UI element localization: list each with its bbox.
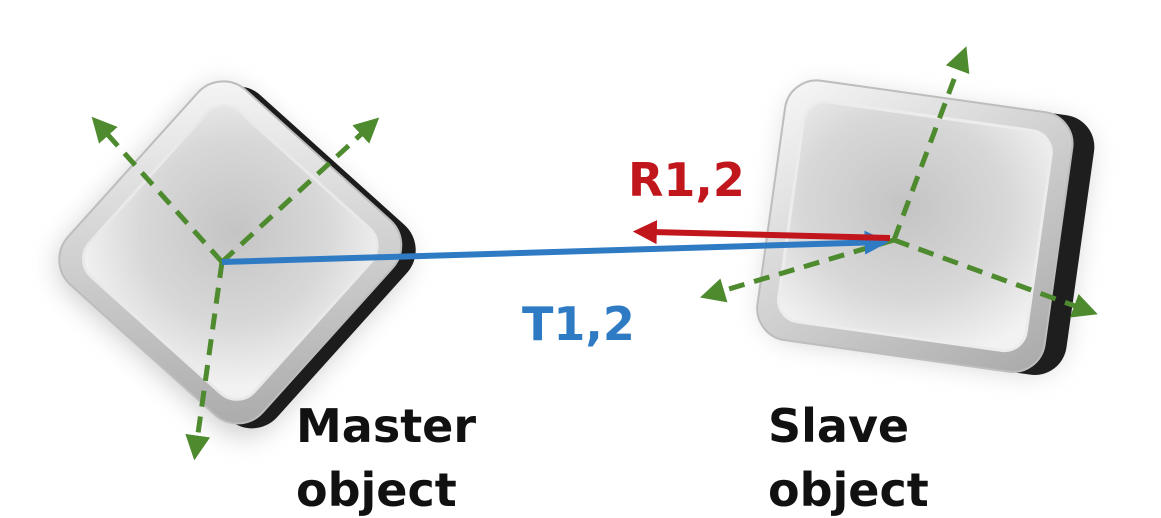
- master-axis-down: [185, 261, 225, 461]
- master-object-label-line1: Master: [296, 399, 476, 453]
- slave-axis-up: [891, 46, 970, 241]
- slave-object-label-line2: object: [768, 463, 929, 517]
- translation-vector: [221, 230, 889, 265]
- slave-axis-left: [700, 237, 895, 303]
- master-frame: [91, 116, 380, 461]
- master-axis-up-left: [91, 116, 224, 264]
- slave-axis-right: [893, 237, 1098, 318]
- rotation-vector: [632, 220, 891, 245]
- slave-object-label-line1: Slave: [768, 399, 909, 453]
- master-axis-up-right: [220, 117, 380, 264]
- slave-frame: [700, 46, 1098, 318]
- master-object-label-line2: object: [296, 463, 457, 517]
- slave-object-face: [776, 100, 1053, 353]
- slave-object: [756, 79, 1095, 375]
- translation-label: T1,2: [522, 297, 635, 351]
- rotation-label: R1,2: [628, 153, 745, 207]
